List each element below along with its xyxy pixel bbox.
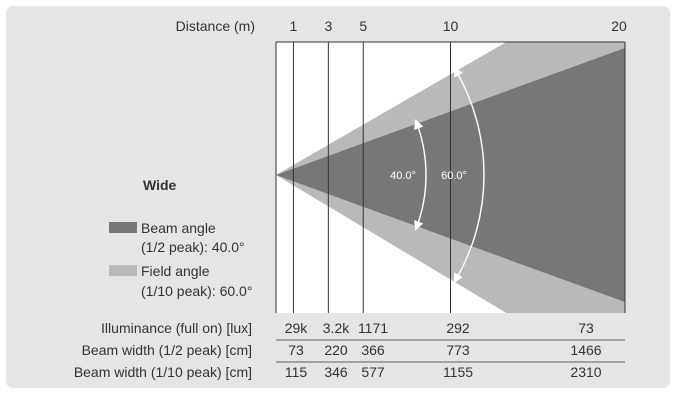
beam-angle-value: 40.0° xyxy=(390,170,416,182)
cell-value: 29k xyxy=(285,320,309,336)
cell-value: 773 xyxy=(446,342,470,358)
field-angle-value: 60.0° xyxy=(441,170,467,182)
distance-label: 20 xyxy=(611,18,627,34)
cell-value: 220 xyxy=(324,342,348,358)
row-label: Illuminance (full on) [lux] xyxy=(101,320,252,336)
legend-field-line1: Field angle xyxy=(141,263,210,279)
legend-title: Wide xyxy=(143,177,177,193)
angle-arrows xyxy=(414,66,485,284)
legend-field-line2: (1/10 peak): 60.0° xyxy=(141,283,252,299)
distance-header: Distance (m) xyxy=(176,18,255,34)
distance-label: 3 xyxy=(324,18,332,34)
distance-label: 5 xyxy=(359,18,367,34)
cell-value: 3.2k xyxy=(323,320,350,336)
cell-value: 2310 xyxy=(570,364,601,380)
cell-value: 366 xyxy=(361,342,385,358)
row-label: Beam width (1/10 peak) [cm] xyxy=(74,364,252,380)
legend-beam-line2: (1/2 peak): 40.0° xyxy=(141,239,245,255)
cell-value: 577 xyxy=(361,364,385,380)
field-swatch xyxy=(109,265,137,276)
field-angle-arc xyxy=(453,66,485,284)
cell-value: 346 xyxy=(324,364,348,380)
cell-value: 1171 xyxy=(358,320,388,336)
cell-value: 1466 xyxy=(570,342,601,358)
distance-lines xyxy=(275,41,626,313)
legend-beam-line1: Beam angle xyxy=(141,220,216,236)
beam-angle-arc xyxy=(414,119,427,231)
values-table: Illuminance (full on) [lux] 29k 3.2k 1171 29… xyxy=(74,320,625,380)
distance-label: 10 xyxy=(443,18,459,34)
beam-swatch xyxy=(109,222,137,233)
cell-value: 115 xyxy=(285,364,308,380)
cell-value: 73 xyxy=(288,342,304,358)
distance-label: 1 xyxy=(290,18,298,34)
cell-value: 73 xyxy=(578,320,594,336)
cell-value: 292 xyxy=(446,320,470,336)
row-label: Beam width (1/2 peak) [cm] xyxy=(82,342,252,358)
cell-value: 1155 xyxy=(443,364,473,380)
distance-labels: 1 3 5 10 20 xyxy=(290,18,627,34)
